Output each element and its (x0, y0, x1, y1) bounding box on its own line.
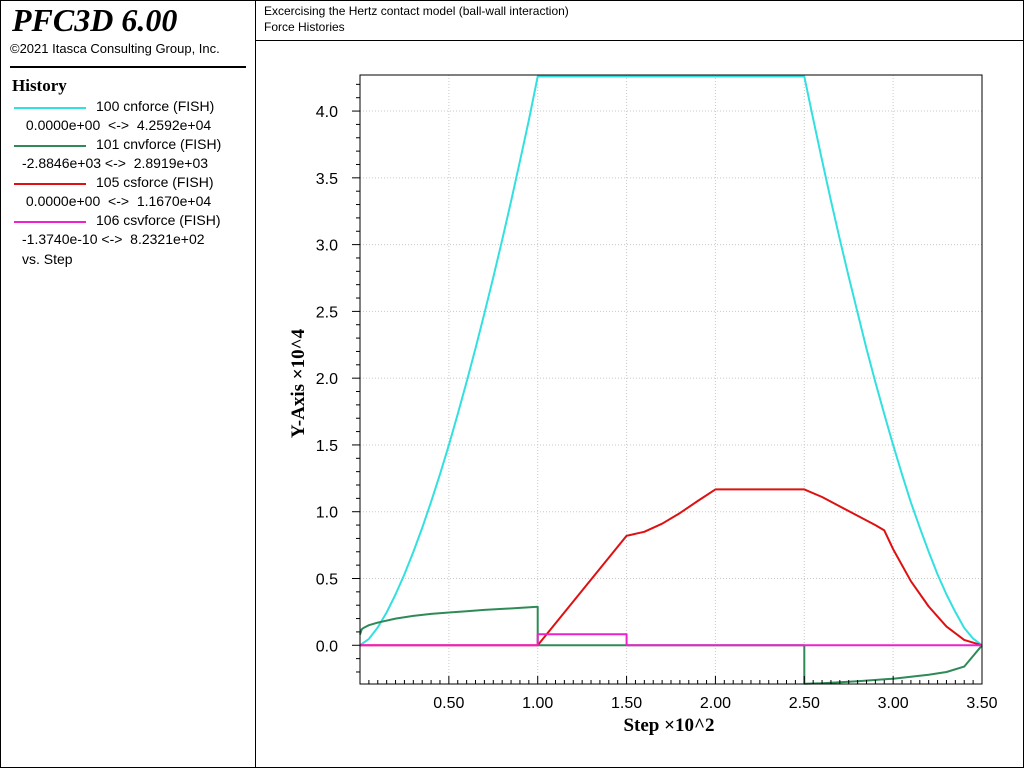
series-line (360, 633, 982, 647)
legend-footer: vs. Step (22, 251, 73, 267)
y-tick-label: 1.5 (316, 438, 338, 455)
legend-entry-csforce: 105 csforce (FISH) 0.0000e+00 <-> 1.1670… (0, 174, 256, 212)
legend-series-name: 100 cnforce (FISH) (96, 98, 215, 114)
legend-entry-csvforce: 106 csvforce (FISH) -1.3740e-10 <-> 8.23… (0, 212, 256, 250)
legend-entry-cnforce: 100 cnforce (FISH) 0.0000e+00 <-> 4.2592… (0, 98, 256, 136)
x-tick-label: 3.50 (966, 695, 997, 712)
history-heading: History (12, 76, 67, 95)
series-line (360, 488, 983, 647)
y-axis-label: Y-Axis ×10^4 (288, 328, 309, 438)
y-tick-label: 2.0 (316, 371, 338, 388)
legend-series-name: 106 csvforce (FISH) (96, 212, 221, 228)
plot-subtitle-2: Force Histories (264, 20, 345, 34)
legend-swatch (14, 145, 86, 147)
x-tick-label: 0.50 (433, 695, 464, 712)
legend-series-name: 101 cnvforce (FISH) (96, 136, 222, 152)
x-axis-label: Step ×10^2 (623, 715, 714, 736)
copyright-text: ©2021 Itasca Consulting Group, Inc. (10, 41, 220, 56)
y-tick-label: 4.0 (316, 104, 338, 121)
legend-entry-cnvforce: 101 cnvforce (FISH) -2.8846e+03 <-> 2.89… (0, 136, 256, 174)
legend-swatch (14, 183, 86, 185)
x-tick-label: 1.00 (522, 695, 553, 712)
legend-series-name: 105 csforce (FISH) (96, 174, 214, 190)
title-divider (10, 66, 246, 68)
legend-swatch (14, 221, 86, 223)
x-tick-label: 2.50 (789, 695, 820, 712)
x-tick-label: 3.00 (878, 695, 909, 712)
x-tick-label: 2.00 (700, 695, 731, 712)
y-tick-label: 3.5 (316, 171, 338, 188)
y-tick-label: 2.5 (316, 304, 338, 321)
legend-series-range: -1.3740e-10 <-> 8.2321e+02 (22, 231, 205, 247)
plot-subtitle-1: Excercising the Hertz contact model (bal… (264, 4, 569, 18)
y-tick-label: 0.5 (316, 571, 338, 588)
y-tick-label: 1.0 (316, 505, 338, 522)
y-tick-label: 3.0 (316, 238, 338, 255)
y-tick-label: 0.0 (316, 638, 338, 655)
legend-series-range: 0.0000e+00 <-> 1.1670e+04 (22, 193, 212, 209)
x-tick-label: 1.50 (611, 695, 642, 712)
series-line (359, 75, 983, 647)
legend-panel: PFC3D 6.00 ©2021 Itasca Consulting Group… (0, 0, 256, 768)
plot-area-border (359, 74, 983, 685)
legend-series-range: -2.8846e+03 <-> 2.8919e+03 (22, 155, 209, 171)
app-title: PFC3D 6.00 (12, 2, 178, 38)
plot-header: Excercising the Hertz contact model (bal… (256, 0, 1024, 41)
legend-series-range: 0.0000e+00 <-> 4.2592e+04 (22, 117, 212, 133)
series-line (359, 605, 983, 685)
legend-swatch (14, 107, 86, 109)
